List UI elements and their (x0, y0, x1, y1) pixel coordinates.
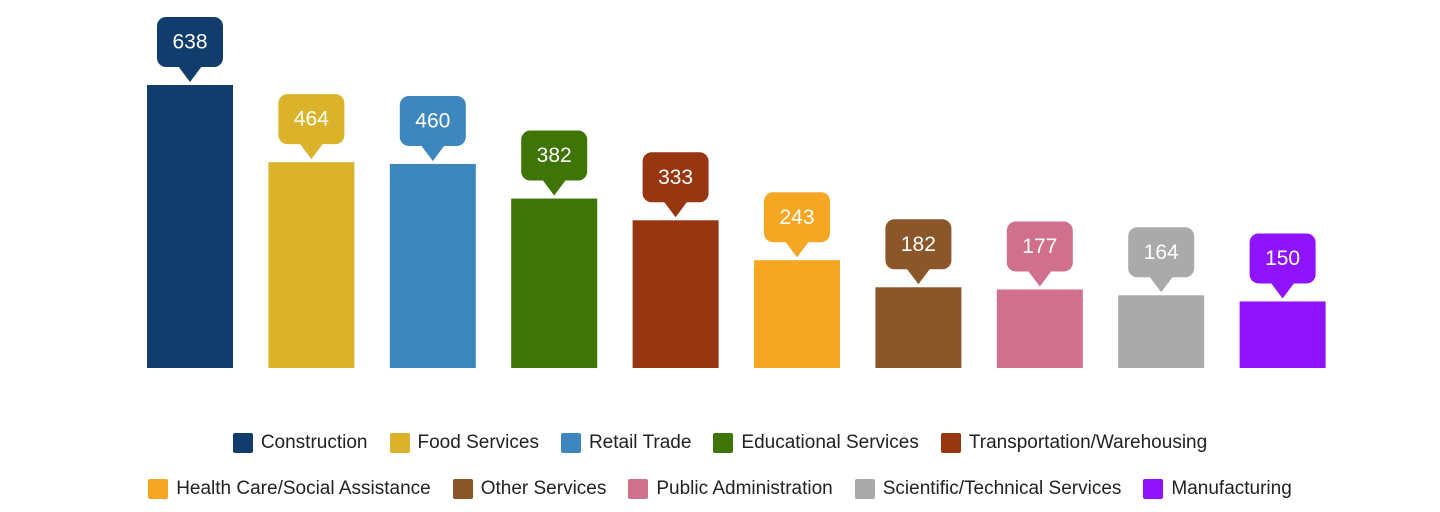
callout-box (1006, 221, 1073, 272)
chart: 638 464 460 382 333 243 182 177 164 150 (147, 17, 1326, 368)
value-label: 638 (172, 31, 207, 54)
callout-pointer (299, 143, 324, 160)
callout-pointer (420, 144, 445, 161)
value-label: 333 (658, 166, 693, 189)
value-label: 150 (1265, 247, 1300, 270)
legend-label: Other Services (480, 478, 607, 499)
callout-box (1249, 233, 1316, 284)
value-label: 164 (1144, 241, 1179, 264)
legend: Construction Food Services Retail Trade Edu… (0, 420, 1440, 512)
legend-swatch (713, 433, 734, 453)
legend-swatch (452, 479, 473, 499)
legend-label: Public Administration (656, 478, 833, 499)
legend-swatch (628, 479, 649, 499)
legend-item: Public Administration (628, 478, 833, 500)
legend-swatch (940, 433, 961, 453)
legend-label: Manufacturing (1171, 478, 1292, 499)
legend-item: Manufacturing (1143, 478, 1292, 500)
callout-box (521, 130, 588, 181)
legend-item: Other Services (452, 478, 607, 500)
legend-label: Health Care/Social Assistance (176, 478, 431, 499)
callout-pointer (542, 179, 567, 196)
legend-item: Retail Trade (560, 432, 692, 454)
legend-label: Retail Trade (588, 432, 692, 453)
callout-box (1128, 227, 1195, 278)
value-label: 460 (415, 110, 450, 133)
legend-item: Transportation/Warehousing (940, 432, 1208, 454)
legend-item: Food Services (389, 432, 539, 454)
bar (996, 289, 1083, 368)
callout-box (885, 219, 952, 270)
legend-label: Construction (260, 432, 368, 453)
bar (875, 287, 962, 368)
legend-swatch (854, 479, 875, 499)
callout-pointer (663, 201, 688, 218)
legend-label: Food Services (417, 432, 539, 453)
callout-box (764, 192, 830, 243)
legend-swatch (1143, 479, 1164, 499)
callout-pointer (1027, 270, 1052, 287)
legend-item: Educational Services (713, 432, 919, 454)
callout-pointer (1149, 276, 1174, 293)
bar (754, 260, 840, 368)
legend-label: Educational Services (741, 432, 919, 453)
value-label: 243 (779, 206, 814, 229)
callout-box (642, 152, 709, 203)
legend-label: Scientific/Technical Services (882, 478, 1122, 499)
bar (1239, 301, 1326, 368)
bar (389, 163, 476, 368)
legend-row: Health Care/Social Assistance Other Servi… (0, 466, 1440, 512)
legend-row: Construction Food Services Retail Trade Edu… (0, 420, 1440, 466)
value-label: 464 (294, 108, 329, 131)
callout-box (278, 94, 345, 145)
value-label: 182 (901, 233, 936, 256)
legend-swatch (560, 433, 581, 453)
legend-swatch (389, 433, 410, 453)
bar (511, 198, 598, 368)
value-label: 177 (1022, 235, 1057, 258)
legend-swatch (232, 433, 253, 453)
callout-pointer (1270, 282, 1295, 299)
bar (147, 85, 233, 368)
legend-item: Health Care/Social Assistance (148, 478, 431, 500)
legend-swatch (148, 479, 169, 499)
bar (632, 220, 719, 368)
callout-box (157, 17, 223, 67)
callout-pointer (785, 241, 809, 258)
callout-pointer (178, 66, 202, 82)
callout-pointer (906, 268, 931, 285)
bar (268, 162, 355, 368)
legend-item: Construction (232, 432, 368, 454)
legend-item: Scientific/Technical Services (854, 478, 1122, 500)
value-label: 382 (537, 144, 572, 167)
bar (1118, 295, 1205, 368)
callout-box (399, 95, 466, 146)
legend-label: Transportation/Warehousing (968, 432, 1208, 453)
